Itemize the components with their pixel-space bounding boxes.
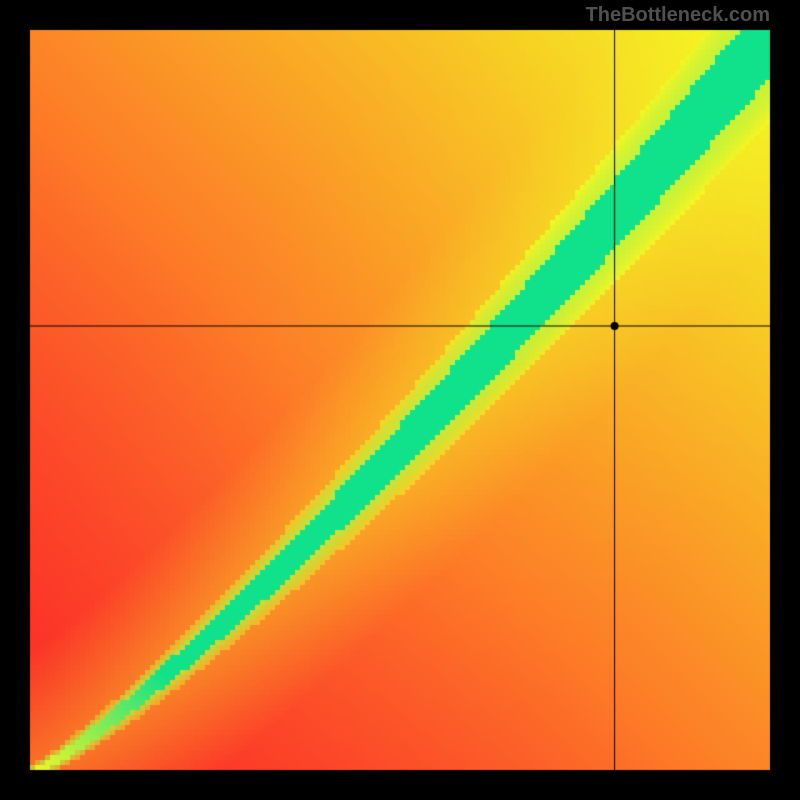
watermark-text: TheBottleneck.com	[586, 4, 770, 27]
chart-container: TheBottleneck.com	[0, 0, 800, 800]
bottleneck-heatmap	[0, 0, 800, 800]
